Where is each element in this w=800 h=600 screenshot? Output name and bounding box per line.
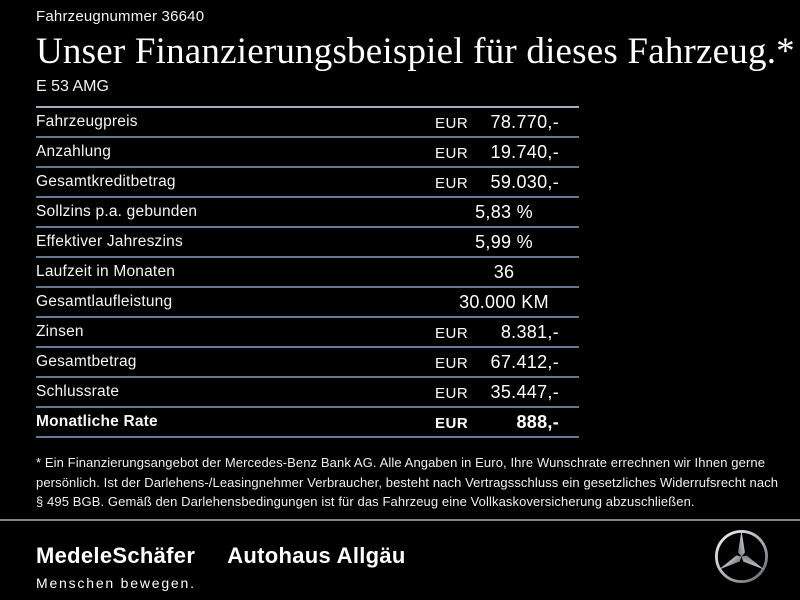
table-row-effektiver-jahreszins: Effektiver Jahreszins 5,99 % [36,228,579,258]
footnote: * Ein Finanzierungsangebot der Mercedes-… [36,455,779,509]
dealer-logos: MedeleSchäfer Autohaus Allgäu [36,543,406,569]
row-label: Fahrzeugpreis [36,113,138,130]
content-area: Fahrzeugnummer 36640 Unser Finanzierungs… [36,8,795,509]
row-value-group: 5,83 % [409,202,579,223]
row-value: 35.447,- [490,381,559,402]
row-value: 8.381,- [500,321,559,342]
row-value: 30.000 KM [459,291,549,312]
row-value-group: EUR 19.740,- [429,142,579,163]
row-currency: EUR [435,144,469,162]
page-title: Unser Finanzierungsbeispiel für dieses F… [36,31,795,72]
row-value-group: EUR 59.030,- [429,172,579,193]
row-value: 5,99 % [475,231,533,252]
row-value-group: EUR 8.381,- [429,322,579,343]
table-row-gesamtbetrag: Gesamtbetrag EUR 67.412,- [36,348,579,378]
dealer-logo-autohaus-allgaeu: Autohaus Allgäu [227,543,406,568]
row-currency: EUR [435,414,469,432]
row-label: Monatliche Rate [36,413,158,430]
table-row-schlussrate: Schlussrate EUR 35.447,- [36,378,579,408]
row-value: 19.740,- [490,141,559,162]
row-value-group: EUR 888,- [429,412,579,433]
row-value-group: 36 [409,262,579,283]
row-value-group: 5,99 % [409,232,579,253]
row-value: 5,83 % [475,201,533,222]
row-value-group: 30.000 KM [409,292,579,313]
table-row-sollzins: Sollzins p.a. gebunden 5,83 % [36,198,579,228]
row-currency: EUR [435,174,469,192]
row-label: Gesamtlaufleistung [36,293,173,310]
row-value: 888,- [516,411,559,432]
row-currency: EUR [435,384,469,402]
dealer-block: MedeleSchäfer Autohaus Allgäu Menschen b… [36,543,406,591]
vehicle-number: Fahrzeugnummer 36640 [36,8,205,25]
row-value: 78.770,- [490,111,559,132]
dealer-slogan: Menschen bewegen. [36,575,196,591]
table-row-gesamtlaufleistung: Gesamtlaufleistung 30.000 KM [36,288,579,318]
row-label: Laufzeit in Monaten [36,263,176,280]
row-label: Sollzins p.a. gebunden [36,203,198,220]
table-row-monatliche-rate: Monatliche Rate EUR 888,- [36,408,579,438]
mercedes-star-icon [714,529,769,584]
table-row-zinsen: Zinsen EUR 8.381,- [36,318,579,348]
footer: MedeleSchäfer Autohaus Allgäu Menschen b… [0,519,800,600]
table-row-gesamtkreditbetrag: Gesamtkreditbetrag EUR 59.030,- [36,168,579,198]
row-value-group: EUR 67.412,- [429,352,579,373]
row-label: Zinsen [36,323,84,340]
row-label: Gesamtbetrag [36,353,137,370]
row-label: Gesamtkreditbetrag [36,173,176,190]
row-currency: EUR [435,354,469,372]
row-value-group: EUR 78.770,- [429,112,579,133]
row-value: 36 [493,261,515,282]
financing-table: Fahrzeugpreis EUR 78.770,- Anzahlung EUR… [36,106,579,438]
row-value-group: EUR 35.447,- [429,382,579,403]
row-value: 67.412,- [490,351,559,372]
vehicle-model: E 53 AMG [36,78,109,95]
row-label: Anzahlung [36,143,112,160]
row-currency: EUR [435,114,469,132]
table-row-fahrzeugpreis: Fahrzeugpreis EUR 78.770,- [36,108,579,138]
table-row-laufzeit: Laufzeit in Monaten 36 [36,258,579,288]
dealer-logo-medele-schaefer: MedeleSchäfer [36,543,196,568]
row-value: 59.030,- [490,171,559,192]
table-row-anzahlung: Anzahlung EUR 19.740,- [36,138,579,168]
row-label: Effektiver Jahreszins [36,233,183,250]
row-currency: EUR [435,324,469,342]
row-label: Schlussrate [36,383,120,400]
